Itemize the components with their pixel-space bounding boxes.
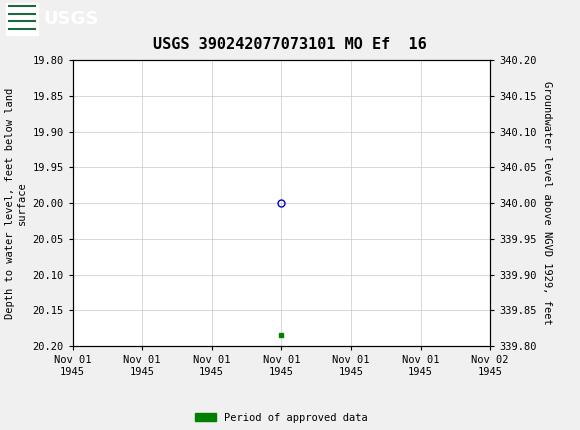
Text: USGS: USGS <box>44 10 99 28</box>
Y-axis label: Depth to water level, feet below land
surface: Depth to water level, feet below land su… <box>5 88 27 319</box>
Text: USGS 390242077073101 MO Ef  16: USGS 390242077073101 MO Ef 16 <box>153 37 427 52</box>
Legend: Period of approved data: Period of approved data <box>191 408 372 427</box>
FancyBboxPatch shape <box>6 3 38 35</box>
Y-axis label: Groundwater level above NGVD 1929, feet: Groundwater level above NGVD 1929, feet <box>542 81 552 325</box>
